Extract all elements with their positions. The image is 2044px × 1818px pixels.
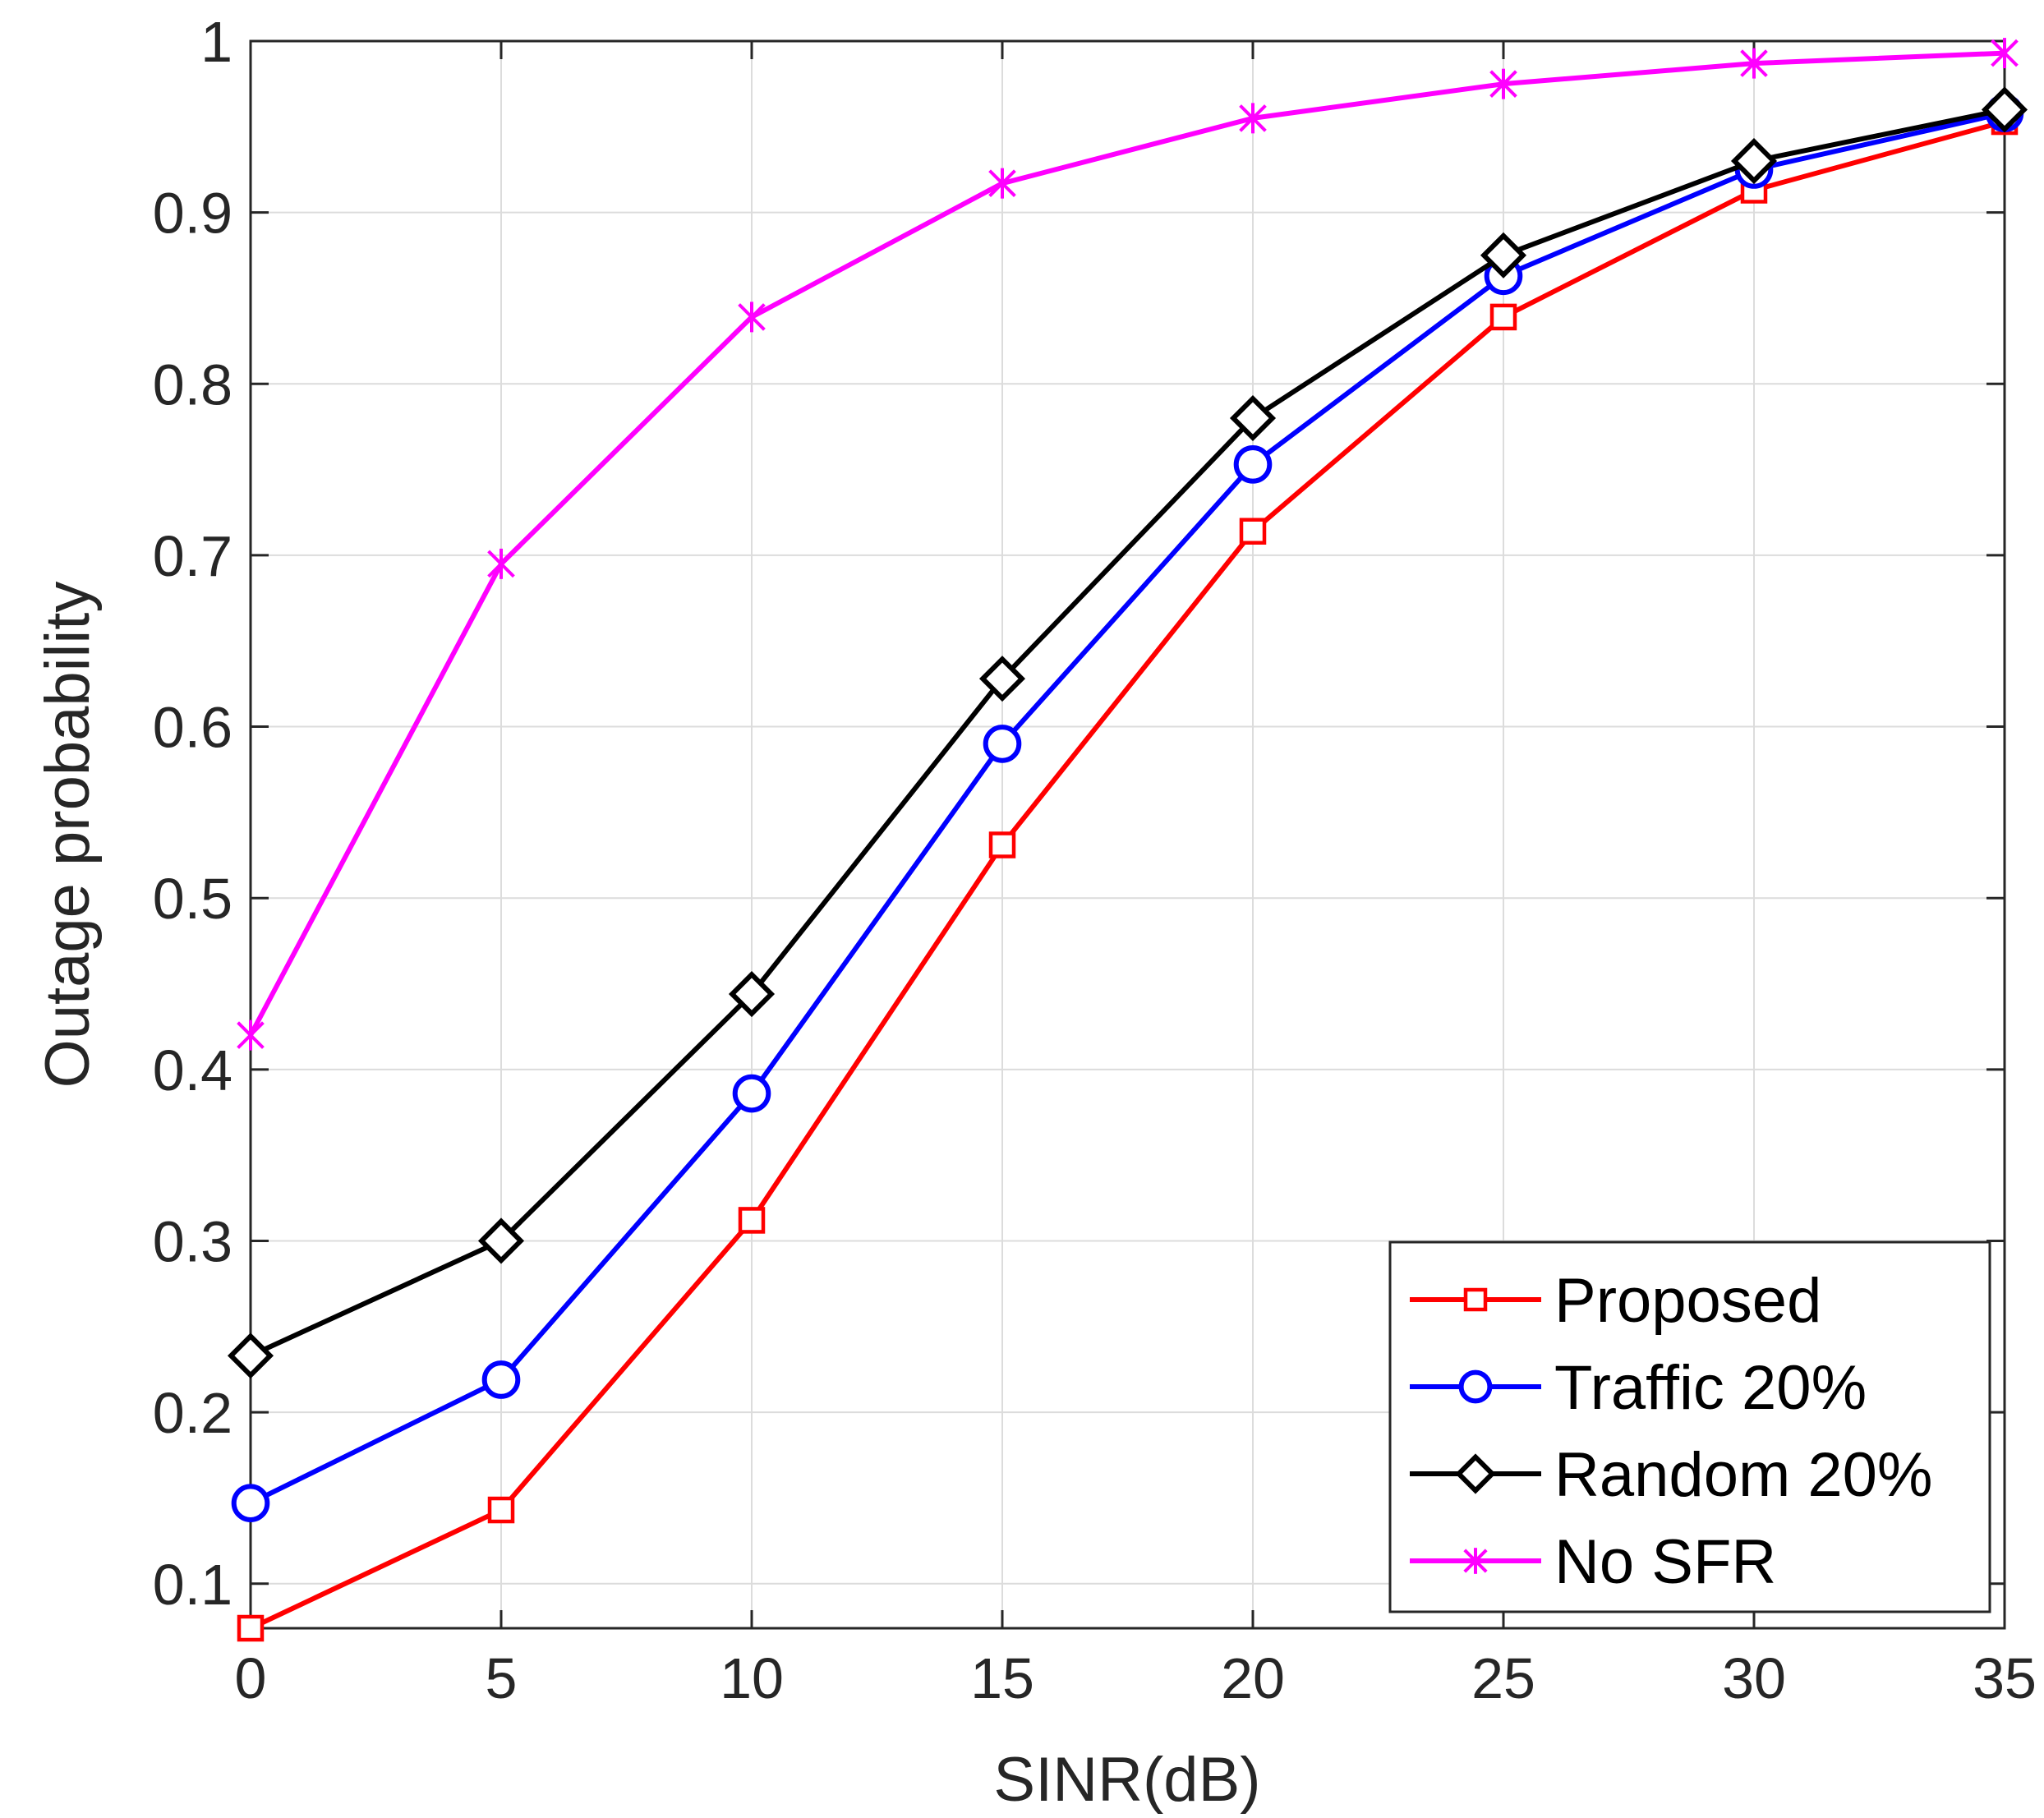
x-tick-label: 15 [970,1646,1034,1710]
data-point-traffic-20 [231,1484,270,1522]
data-point-random-20 [227,1332,274,1379]
data-point-random-20 [1730,138,1778,185]
series-line-no-sfr [248,50,2005,1037]
y-tick-label: 0.7 [153,524,232,588]
y-tick-label: 0.3 [153,1209,232,1273]
data-point-traffic-20 [983,725,1022,763]
series-no-sfr [237,38,2019,1051]
y-tick-label: 0.5 [153,867,232,931]
data-point-no-sfr [738,301,766,333]
legend-label: Proposed [1554,1266,1821,1336]
data-point-traffic-20 [481,1360,521,1399]
series-line-random-20 [249,107,2005,1358]
legend-marker [1458,1369,1493,1404]
y-tick-label: 0.9 [153,182,232,246]
legend-box [1388,1240,1991,1613]
series-lines [227,38,2028,1642]
data-point-random-20 [477,1217,525,1264]
data-point-no-sfr [1489,68,1517,99]
series-line-proposed [249,119,2005,1631]
x-tick-label: 10 [720,1646,784,1710]
legend-entry-no-sfr: No SFR [1410,1527,1776,1597]
data-point-random-20 [978,656,1026,702]
data-point-random-20 [1981,86,2028,133]
legend-label: Random 20% [1554,1440,1933,1510]
x-tick-label: 5 [486,1646,518,1710]
x-tick-label: 20 [1221,1646,1285,1710]
data-point-no-sfr [487,548,515,579]
legend: Proposed Traffic 20% Random 20% No SFR [1388,1240,1991,1613]
data-point-no-sfr [237,1019,265,1051]
data-point-proposed [988,831,1016,858]
legend-marker [1463,1548,1488,1574]
data-point-random-20 [1229,394,1277,442]
x-tick-label: 0 [235,1646,267,1710]
data-point-random-20 [728,970,776,1018]
y-axis-title: Outage probability [33,582,103,1088]
plot-frame [249,39,2006,1630]
y-tick-label: 0.4 [153,1038,232,1102]
data-point-traffic-20 [1233,445,1273,484]
data-point-proposed [738,1207,766,1234]
legend-entry-traffic-20: Traffic 20% [1410,1353,1867,1423]
data-point-proposed [237,1614,265,1642]
data-point-traffic-20 [732,1074,771,1113]
y-tick-label: 0.2 [153,1381,232,1445]
legend-marker [1463,1287,1488,1312]
data-point-proposed [1489,303,1517,331]
x-axis-title: SINR(dB) [993,1745,1260,1815]
x-tick-label: 25 [1471,1646,1535,1710]
series-random-20 [227,86,2028,1379]
data-point-no-sfr [988,168,1016,199]
data-point-random-20 [1480,232,1527,278]
legend-label: Traffic 20% [1554,1353,1867,1423]
grid [251,41,2005,1628]
y-tick-label: 0.8 [153,352,232,417]
legend-marker [1455,1453,1496,1494]
data-point-no-sfr [1740,48,1768,79]
series-line-traffic-20 [249,110,2005,1506]
x-tick-label: 35 [1973,1646,2037,1710]
y-tick-label: 0.6 [153,696,232,760]
data-point-no-sfr [1239,103,1267,134]
x-tick-label: 30 [1722,1646,1786,1710]
legend-entry-random-20: Random 20% [1410,1440,1933,1510]
y-tick-label: 0.1 [153,1553,232,1617]
data-point-proposed [1239,518,1267,545]
legend-entry-proposed: Proposed [1410,1266,1821,1336]
legend-label: No SFR [1554,1527,1776,1597]
axis-ticks: 0 5 10 15 20 25 30 35 0.1 0.2 0.3 0.4 0.5 0.6 0.7 0.8 0.… [153,10,2037,1710]
data-point-proposed [487,1496,515,1524]
data-point-no-sfr [1991,38,2019,69]
y-tick-label: 1 [200,10,232,74]
